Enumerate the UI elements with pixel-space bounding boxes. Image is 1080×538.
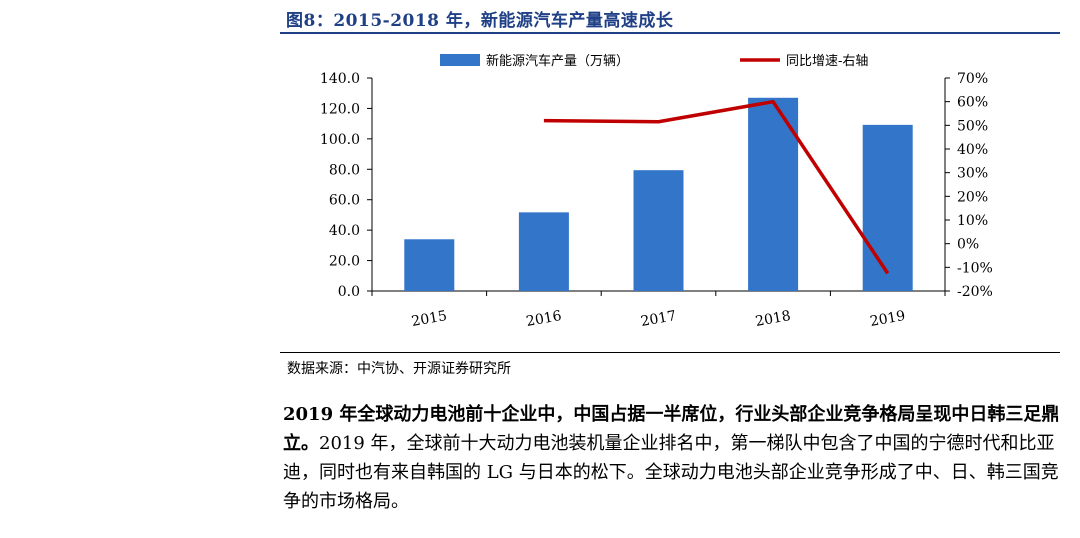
source-rule xyxy=(280,352,1060,353)
left-tick-label: 80.0 xyxy=(329,162,360,178)
paragraph-body: 2019 年，全球前十大动力电池装机量企业排名中，第一梯队中包含了中国的宁德时代… xyxy=(283,433,1059,512)
production-bar xyxy=(862,124,913,291)
right-tick-label: -20% xyxy=(957,284,993,300)
legend-bar-label: 新能源汽车产量（万辆） xyxy=(486,53,629,69)
legend-bar-swatch xyxy=(440,54,480,66)
left-tick-label: 120.0 xyxy=(320,101,360,117)
right-tick-label: 50% xyxy=(957,118,988,134)
right-tick-label: 0% xyxy=(957,237,979,253)
right-tick-label: 40% xyxy=(957,142,988,158)
right-tick-label: 70% xyxy=(957,71,988,87)
left-tick-label: 20.0 xyxy=(329,254,360,270)
left-tick-label: 60.0 xyxy=(329,193,360,209)
production-bar xyxy=(518,212,569,291)
x-tick-label: 2016 xyxy=(525,308,563,330)
production-bar xyxy=(633,170,684,291)
left-tick-label: 140.0 xyxy=(320,71,360,87)
title-rule xyxy=(280,32,1060,34)
production-bar xyxy=(748,97,799,292)
x-tick-label: 2017 xyxy=(640,308,678,330)
production-growth-chart: 0.0 20.0 40.0 60.0 80.0 100.0 120.0 140.0 -20% -1… xyxy=(320,53,993,330)
x-tick-label: 2018 xyxy=(754,308,792,330)
x-tick-label: 2015 xyxy=(410,308,448,330)
left-tick-label: 100.0 xyxy=(320,132,360,148)
body-paragraph: 2019 年全球动力电池前十企业中，中国占据一半席位，行业头部企业竞争格局呈现中… xyxy=(283,400,1073,516)
right-tick-label: 30% xyxy=(957,166,988,182)
x-tick-label: 2019 xyxy=(869,308,907,330)
left-tick-label: 0.0 xyxy=(338,284,360,300)
paragraph-lead: 2019 年全球动力电池前十企业中，中国占据一半席位，行业头部企业竞争格局呈现中… xyxy=(283,404,1060,454)
data-source: 数据来源：中汽协、开源证券研究所 xyxy=(287,361,511,377)
right-tick-label: -10% xyxy=(957,260,993,276)
production-bar xyxy=(404,239,455,291)
right-tick-label: 20% xyxy=(957,189,988,205)
right-tick-label: 10% xyxy=(957,213,988,229)
figure-title: 图8：2015-2018 年，新能源汽车产量高速成长 xyxy=(286,11,674,31)
legend-line-label: 同比增速-右轴 xyxy=(786,54,868,69)
left-tick-label: 40.0 xyxy=(329,223,360,239)
growth-rate-line xyxy=(543,99,890,275)
right-tick-label: 60% xyxy=(957,95,988,111)
